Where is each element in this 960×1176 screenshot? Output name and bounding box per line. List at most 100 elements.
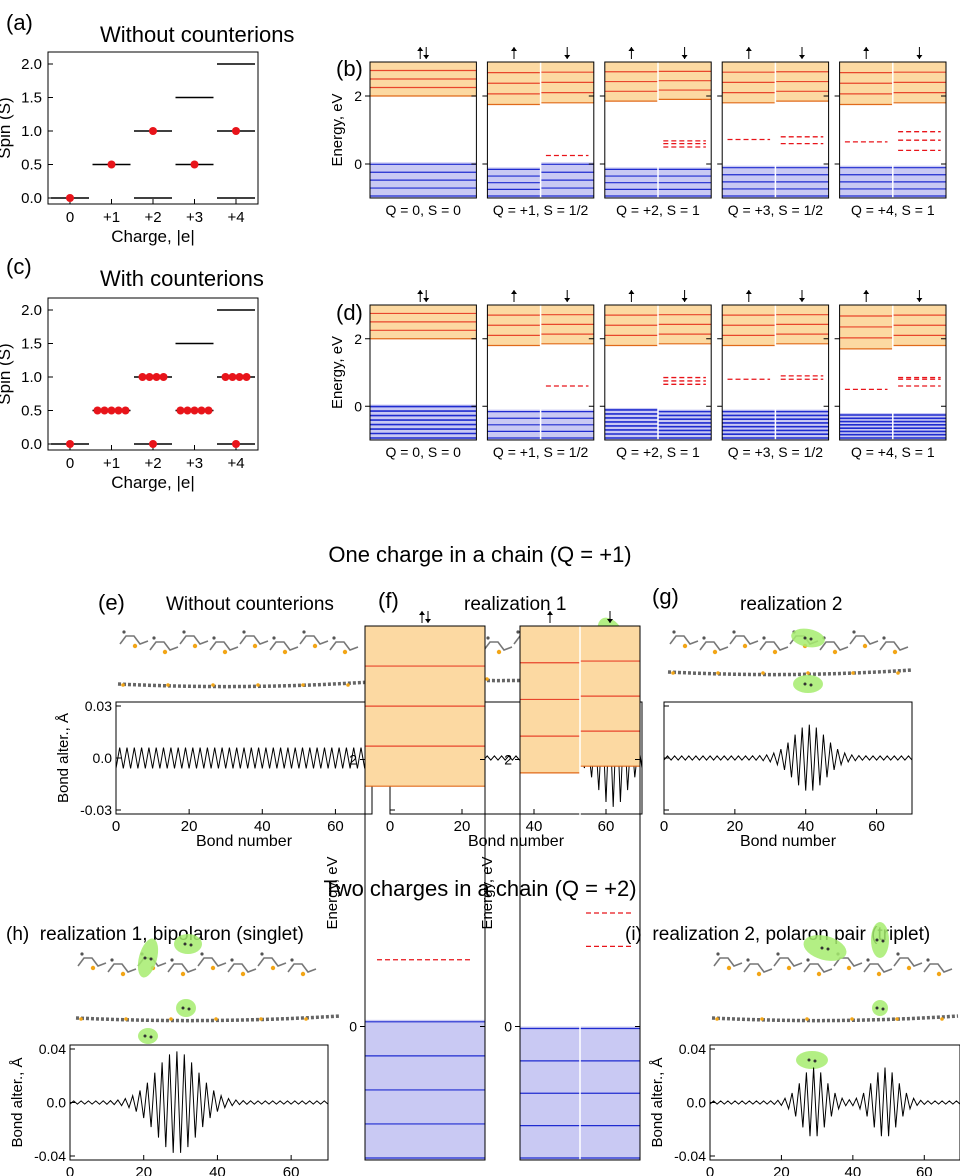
spin-chart-c: 0.0 0.5 1.0 1.5 2.0 0 +1 +2 +3 +4 Charge, |e| Spin …: [0, 297, 259, 492]
chain-side-view: [117, 680, 371, 689]
sulfur-atom: [772, 649, 778, 655]
carbon-atom: [716, 952, 720, 956]
chain-segment: [149, 641, 179, 651]
carbon-atom: [170, 958, 174, 962]
sulfur-atom: [851, 671, 855, 675]
counterion-atom: [813, 1059, 817, 1063]
chain-segment: [803, 963, 833, 973]
sulfur-atom: [892, 649, 898, 655]
panel-title-e: Without counterions: [166, 594, 334, 615]
sulfur-atom: [301, 683, 305, 687]
level-panel-frame: [839, 304, 947, 441]
y-tick-label: -0.04: [34, 1148, 66, 1164]
carbon-atom: [806, 958, 810, 962]
spin-down-arrowhead: [423, 55, 430, 59]
x-tick-label: +1: [103, 209, 120, 226]
y-tick-label: 1.5: [21, 90, 42, 107]
panel-letter-b: (b): [336, 56, 363, 81]
sulfur-atom: [760, 1017, 764, 1021]
carbon-atom: [212, 636, 216, 640]
counterion-blob: [138, 1028, 158, 1044]
chain-segment: [819, 641, 849, 651]
state-label: Q = 0, S = 0: [385, 444, 461, 460]
state-label: Q = 0, S = 0: [385, 202, 461, 218]
spin-data-point: [100, 406, 109, 415]
levels-chart-d: Q = 0, S = 0 Q = +1, S = 1/2 Q = +2, S = 1…: [329, 290, 947, 460]
chain-segment: [77, 957, 107, 967]
carbon-atom: [776, 952, 780, 956]
sulfur-atom: [300, 971, 306, 977]
sulfur-atom: [211, 683, 215, 687]
x-tick-label: 40: [526, 818, 543, 835]
y-tick-label: 0.0: [687, 1095, 707, 1111]
y-tick-label: 1.5: [21, 336, 42, 353]
x-axis-label: Bond number: [468, 833, 565, 850]
chain-segment: [209, 641, 239, 651]
x-tick-label: 60: [327, 818, 344, 835]
sulfur-atom: [895, 1017, 899, 1021]
panel-title-i: (i) realization 2, polaron pair (triplet…: [625, 924, 930, 945]
carbon-atom: [242, 630, 246, 634]
x-tick-label: 20: [727, 818, 744, 835]
carbon-atom: [702, 636, 706, 640]
counterion-atom: [809, 637, 813, 641]
carbon-atom: [866, 958, 870, 962]
counterion-atom: [183, 942, 187, 946]
x-tick-label: +2: [144, 455, 161, 472]
energy-tick-label: 2: [349, 752, 357, 768]
spin-data-point: [242, 373, 251, 381]
sulfur-atom: [162, 649, 168, 655]
counterion-atom: [875, 938, 879, 942]
spin-data-point: [228, 373, 237, 381]
spin-data-point: [232, 127, 240, 135]
y-tick-label: 0.5: [21, 403, 42, 420]
valence-band: [722, 409, 776, 440]
state-label: Q = +2, S = 1: [616, 202, 700, 218]
energy-axis-label: Energy, eV: [324, 856, 341, 929]
panel-title-h: (h) realization 1, bipolaron (singlet): [6, 924, 304, 945]
x-tick-label: 40: [254, 818, 271, 835]
chain-segment: [287, 963, 317, 973]
spin-up-arrowhead: [417, 47, 424, 51]
state-label: Q = +1, S = 1/2: [493, 202, 589, 218]
valence-band: [370, 404, 477, 440]
spin-chart-a: 0.0 0.5 1.0 1.5 2.0 0 +1 +2 +3 +4 Charge, |e| Spin …: [0, 51, 259, 246]
spin-data-point: [107, 406, 116, 415]
carbon-atom: [896, 952, 900, 956]
sulfur-atom: [282, 649, 288, 655]
spin-data-point: [149, 440, 157, 448]
counterion-atom: [875, 1006, 879, 1010]
sulfur-atom: [816, 971, 822, 977]
chain-segment: [257, 957, 287, 967]
chain-segment: [833, 957, 863, 967]
sulfur-atom: [180, 971, 186, 977]
molecule-illustration-h: [75, 934, 341, 1044]
chain-segment: [729, 635, 759, 645]
state-label: Q = +4, S = 1: [851, 202, 935, 218]
x-tick-label: 0: [66, 1164, 74, 1176]
spin-down-arrowhead: [916, 298, 923, 302]
x-axis-label: Bond number: [196, 833, 293, 850]
sulfur-atom: [805, 1017, 809, 1021]
chain-segment: [197, 957, 227, 967]
section-title-one-charge: One charge in a chain (Q = +1): [328, 542, 631, 567]
counterion-atom: [820, 946, 824, 950]
spin-data-point: [114, 406, 123, 415]
y-tick-label: 0.04: [679, 1041, 706, 1057]
spin-data-point: [204, 406, 213, 415]
bond-alternation-series: [115, 747, 373, 769]
x-axis-label: Charge, |e|: [111, 227, 195, 246]
sulfur-atom: [240, 971, 246, 977]
spin-data-point: [107, 160, 116, 169]
sulfur-atom: [850, 1017, 854, 1021]
x-tick-label: 60: [868, 818, 885, 835]
spin-data-point: [152, 373, 161, 381]
panel-letter-c: (c): [6, 254, 32, 279]
counterion-blob: [871, 922, 889, 958]
x-tick-label: 60: [916, 1164, 933, 1176]
spin-data-point: [159, 373, 168, 381]
state-label: Q = +4, S = 1: [851, 444, 935, 460]
x-tick-label: 20: [454, 818, 471, 835]
spin-down-arrowhead: [564, 55, 571, 59]
spin-data-point: [66, 194, 74, 202]
